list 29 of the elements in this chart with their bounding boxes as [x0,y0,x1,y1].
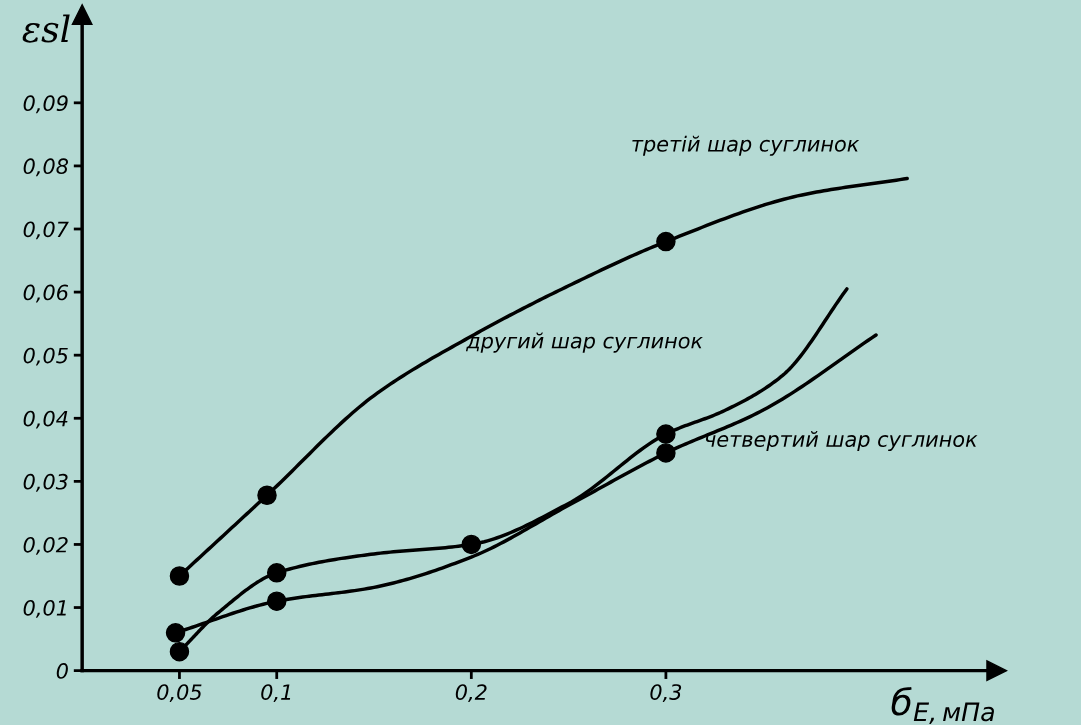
x-tick-label: 0,3 [650,684,682,703]
y-tick-label: 0,04 [23,410,68,429]
point [461,534,482,555]
x-tick-label: 0,05 [157,684,202,703]
annotation: четвертий шар суглинок [705,431,978,452]
annotation: другий шар суглинок [465,332,703,353]
y-tick-label: 0,07 [23,221,69,240]
x-tick-label: 0,2 [455,684,487,703]
y-tick-label: 0,05 [23,347,68,366]
point [169,566,190,586]
x-tick-label: 0,1 [261,684,291,703]
point [169,641,190,662]
y-tick-label: 0,02 [23,536,68,555]
y-tick-label: 0,03 [23,473,68,492]
y-tick-label: 0 [56,663,68,679]
y-tick-label: 0,08 [23,158,69,177]
point [165,623,186,643]
y-tick-label: 0,09 [23,95,68,114]
y-tick-label: 0,06 [23,284,69,303]
y-tick-label: 0,01 [23,599,66,618]
point [257,485,277,505]
x-axis-title: б$_{E,мПа}$ [891,687,994,724]
y-axis-title: εsl [22,14,70,43]
point [656,424,676,444]
point [266,563,287,583]
annotation: третій шар суглинок [632,135,860,156]
point [656,443,676,463]
point [266,591,287,611]
point [656,231,676,252]
